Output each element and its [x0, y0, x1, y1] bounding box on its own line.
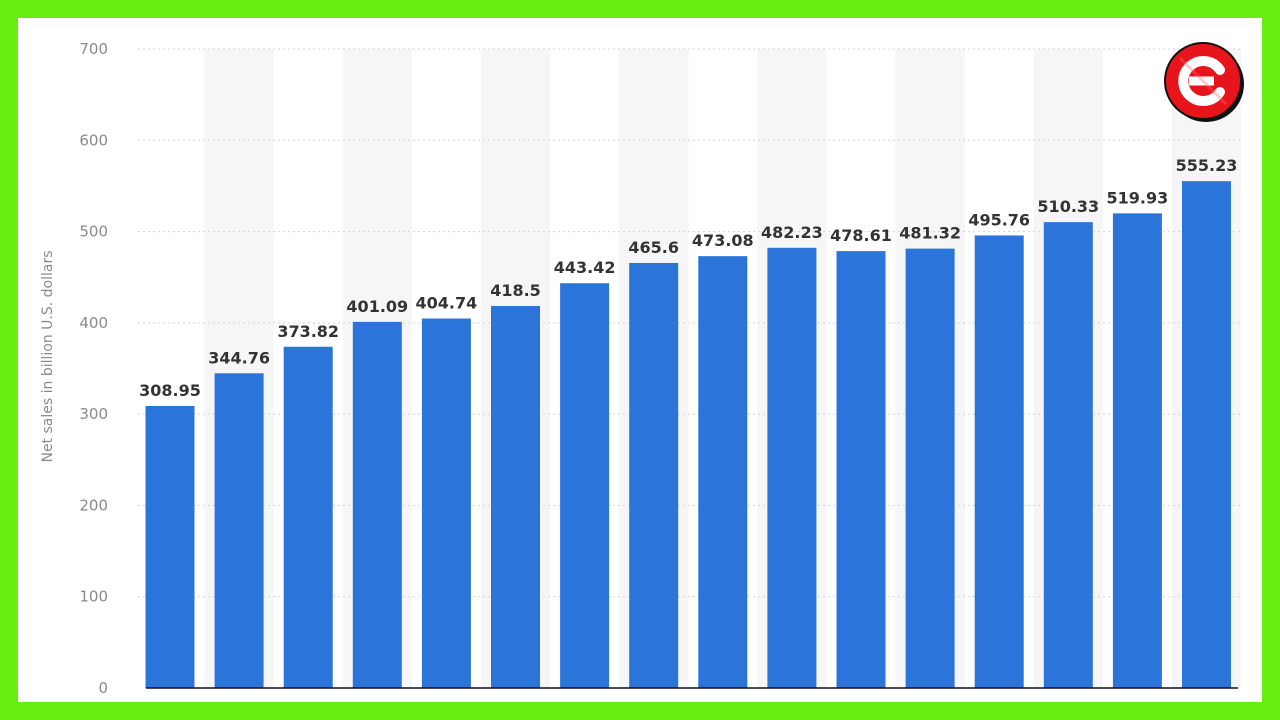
bar[interactable]	[421, 318, 471, 688]
data-label: 308.95	[139, 381, 201, 400]
data-label: 473.08	[692, 231, 754, 250]
data-label: 495.76	[968, 210, 1030, 229]
data-label: 401.09	[346, 297, 408, 316]
bar[interactable]	[352, 321, 402, 688]
y-tick-label: 600	[79, 131, 108, 149]
data-label: 344.76	[208, 348, 270, 367]
bar[interactable]	[836, 251, 886, 688]
data-label: 481.32	[899, 224, 961, 243]
bar[interactable]	[491, 305, 540, 688]
data-label: 482.23	[761, 223, 823, 242]
y-tick-label: 0	[98, 679, 108, 697]
data-label: 443.42	[554, 258, 616, 277]
bar[interactable]	[560, 283, 610, 688]
data-label: 404.74	[416, 294, 478, 313]
brand-logo-icon	[1162, 40, 1246, 124]
bar[interactable]	[214, 373, 264, 688]
y-tick-label: 700	[79, 40, 108, 58]
y-tick-label: 400	[79, 314, 108, 332]
y-tick-label: 200	[79, 496, 108, 514]
bar[interactable]	[1182, 181, 1231, 688]
y-tick-label: 300	[79, 405, 108, 423]
bar[interactable]	[629, 262, 679, 688]
bar[interactable]	[974, 235, 1024, 688]
bar[interactable]	[905, 248, 955, 688]
bar[interactable]	[283, 346, 333, 688]
bar-chart: 0 100 200 300 400 500 600 700 Net sales in bill…	[40, 40, 1242, 697]
y-tick-label: 100	[79, 588, 108, 606]
bar[interactable]	[1112, 213, 1162, 689]
data-label: 510.33	[1037, 197, 1099, 216]
data-label: 418.5	[490, 281, 541, 300]
chart-frame: 0 100 200 300 400 500 600 700 Net sales in bill…	[18, 18, 1262, 702]
data-label: 519.93	[1107, 188, 1169, 207]
data-label: 465.6	[628, 238, 679, 257]
y-tick-label: 500	[79, 223, 108, 241]
bar[interactable]	[145, 405, 195, 688]
data-label: 478.61	[830, 226, 892, 245]
data-label: 555.23	[1176, 156, 1238, 175]
bar[interactable]	[1043, 222, 1093, 689]
y-axis-title: Net sales in billion U.S. dollars	[40, 250, 56, 462]
bar[interactable]	[767, 247, 817, 688]
data-label: 373.82	[277, 322, 339, 341]
bar[interactable]	[698, 256, 748, 688]
